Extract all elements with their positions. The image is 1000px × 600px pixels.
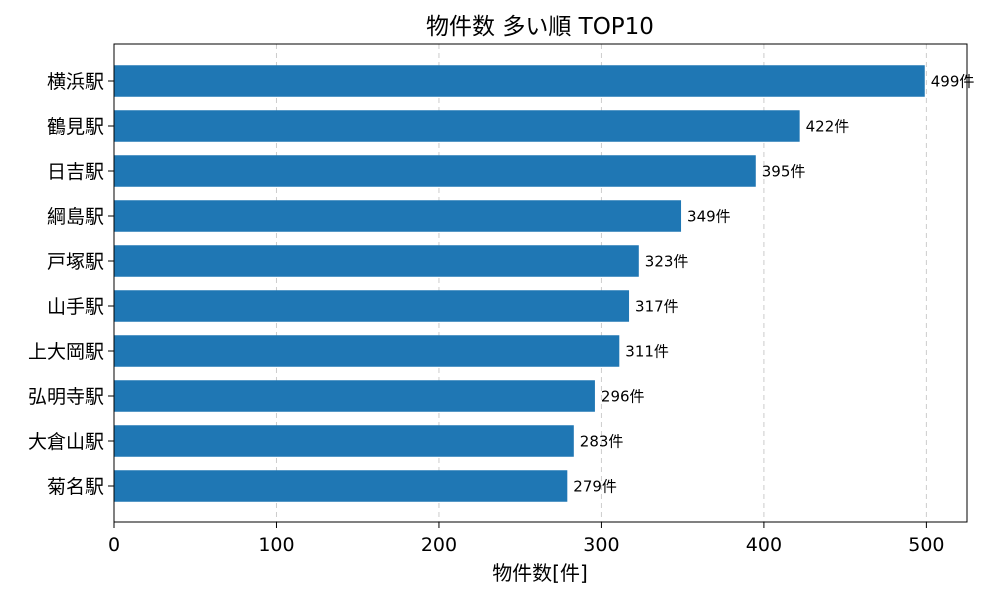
- bars-layer: [114, 65, 925, 502]
- x-axis-label: 物件数[件]: [492, 561, 588, 585]
- y-tick-label: 弘明寺駅: [28, 386, 104, 408]
- bar: [114, 335, 620, 367]
- y-tick-label: 大倉山駅: [28, 431, 104, 453]
- bar-value-label: 323件: [645, 253, 689, 271]
- bar-value-label: 317件: [635, 298, 679, 316]
- y-tick-label: 日吉駅: [47, 161, 104, 183]
- plot-frame: [113, 43, 968, 523]
- x-tick-label: 300: [583, 534, 619, 556]
- y-tick-label: 横浜駅: [47, 71, 104, 93]
- y-tick-label: 上大岡駅: [28, 341, 104, 363]
- x-tick-label: 0: [108, 534, 120, 556]
- bar-value-label: 279件: [573, 478, 617, 496]
- chart-title: 物件数 多い順 TOP10: [426, 14, 654, 40]
- bar: [114, 245, 639, 277]
- bar-value-label: 422件: [806, 118, 850, 136]
- bar-value-label: 395件: [762, 163, 806, 181]
- y-tick-label: 菊名駅: [47, 476, 104, 498]
- x-tick-label: 100: [258, 534, 294, 556]
- bar-value-label: 311件: [625, 343, 669, 361]
- y-tick-label: 戸塚駅: [47, 251, 104, 273]
- y-tick-label: 綱島駅: [47, 206, 104, 228]
- x-tick-label: 400: [746, 534, 782, 556]
- bar-value-label: 349件: [687, 208, 731, 226]
- bar: [114, 380, 595, 412]
- x-tick-label: 500: [908, 534, 944, 556]
- bar: [114, 65, 925, 97]
- y-tick-label: 山手駅: [47, 296, 104, 318]
- x-tick-label: 200: [421, 534, 457, 556]
- bar-value-label: 283件: [580, 433, 624, 451]
- y-tick-label: 鶴見駅: [47, 116, 104, 138]
- bar: [114, 470, 568, 502]
- bar: [114, 155, 756, 187]
- x-axis: 0 100 200 300 400 500: [108, 522, 945, 556]
- data-labels-layer: 499件 422件 395件 349件 323件 317件 311件 296件 283件 279件: [573, 73, 974, 496]
- bar: [114, 425, 574, 457]
- bar: [114, 110, 800, 142]
- bar-value-label: 499件: [931, 73, 975, 91]
- bar-value-label: 296件: [601, 388, 645, 406]
- bar: [114, 200, 682, 232]
- bar: [114, 290, 630, 322]
